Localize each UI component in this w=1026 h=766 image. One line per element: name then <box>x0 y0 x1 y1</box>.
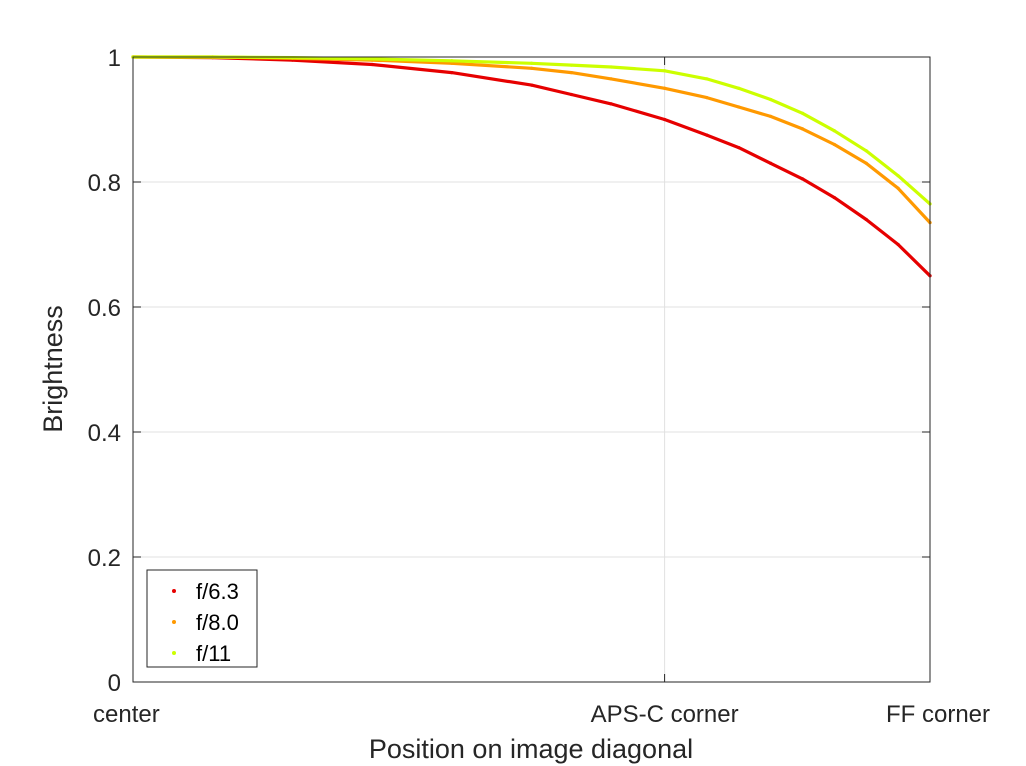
data-point <box>832 129 836 133</box>
x-tick-label: FF corner <box>886 701 990 728</box>
legend-label: f/6.3 <box>196 579 239 604</box>
y-tick-label: 0.4 <box>88 420 121 447</box>
y-tick-label: 1 <box>108 45 121 72</box>
y-tick-label: 0.8 <box>88 170 121 197</box>
data-point <box>569 92 573 97</box>
data-point <box>569 71 573 75</box>
data-point <box>705 77 709 81</box>
data-point <box>896 174 900 178</box>
y-tick-label: 0 <box>108 670 121 697</box>
legend-marker <box>172 651 176 655</box>
y-tick-label: 0.2 <box>88 545 121 572</box>
data-point <box>609 77 613 81</box>
x-tick-label: APS-C corner <box>591 701 739 728</box>
data-point <box>370 57 374 61</box>
data-point <box>662 117 667 122</box>
data-point <box>864 149 868 153</box>
data-point <box>737 105 741 109</box>
data-point <box>737 146 741 150</box>
data-point <box>529 61 534 65</box>
series-line-0 <box>131 55 932 278</box>
series-line-1 <box>131 55 932 225</box>
data-point <box>662 69 667 73</box>
data-point <box>800 111 805 115</box>
data-point <box>450 61 454 65</box>
x-axis-title: Position on image diagonal <box>369 734 693 764</box>
ticks: 0 0.2 0.4 0.6 0.8 1 center APS-C corner FF corne… <box>88 45 990 728</box>
plot-frame <box>132 56 931 683</box>
legend-marker <box>172 620 176 624</box>
data-point <box>864 161 868 165</box>
x-tick-label: center <box>93 701 160 728</box>
legend-marker <box>172 589 176 593</box>
legend-label: f/8.0 <box>196 610 239 635</box>
data-point <box>769 97 773 102</box>
data-point <box>832 196 836 200</box>
data-point <box>800 127 805 131</box>
data-point <box>529 83 534 87</box>
data-point <box>450 59 454 63</box>
legend-label: f/11 <box>196 641 231 666</box>
data-point <box>662 86 667 90</box>
data-point <box>705 133 709 137</box>
data-point <box>370 62 374 67</box>
data-point <box>769 161 773 165</box>
series-layer <box>131 55 932 278</box>
data-point <box>529 66 534 70</box>
data-point <box>896 242 900 247</box>
data-point <box>737 86 741 90</box>
legend: f/6.3 f/8.0 f/11 <box>146 569 258 668</box>
data-point <box>769 114 773 118</box>
data-point <box>705 96 709 100</box>
data-point <box>800 177 805 181</box>
data-point <box>569 63 573 67</box>
data-point <box>832 142 836 147</box>
data-point <box>450 71 454 75</box>
data-point <box>609 65 613 69</box>
legend-box <box>146 569 258 668</box>
data-point <box>609 102 613 106</box>
data-point <box>864 217 868 222</box>
data-point <box>896 186 900 190</box>
y-axis-title: Brightness <box>38 305 68 433</box>
y-tick-label: 0.6 <box>88 295 121 322</box>
